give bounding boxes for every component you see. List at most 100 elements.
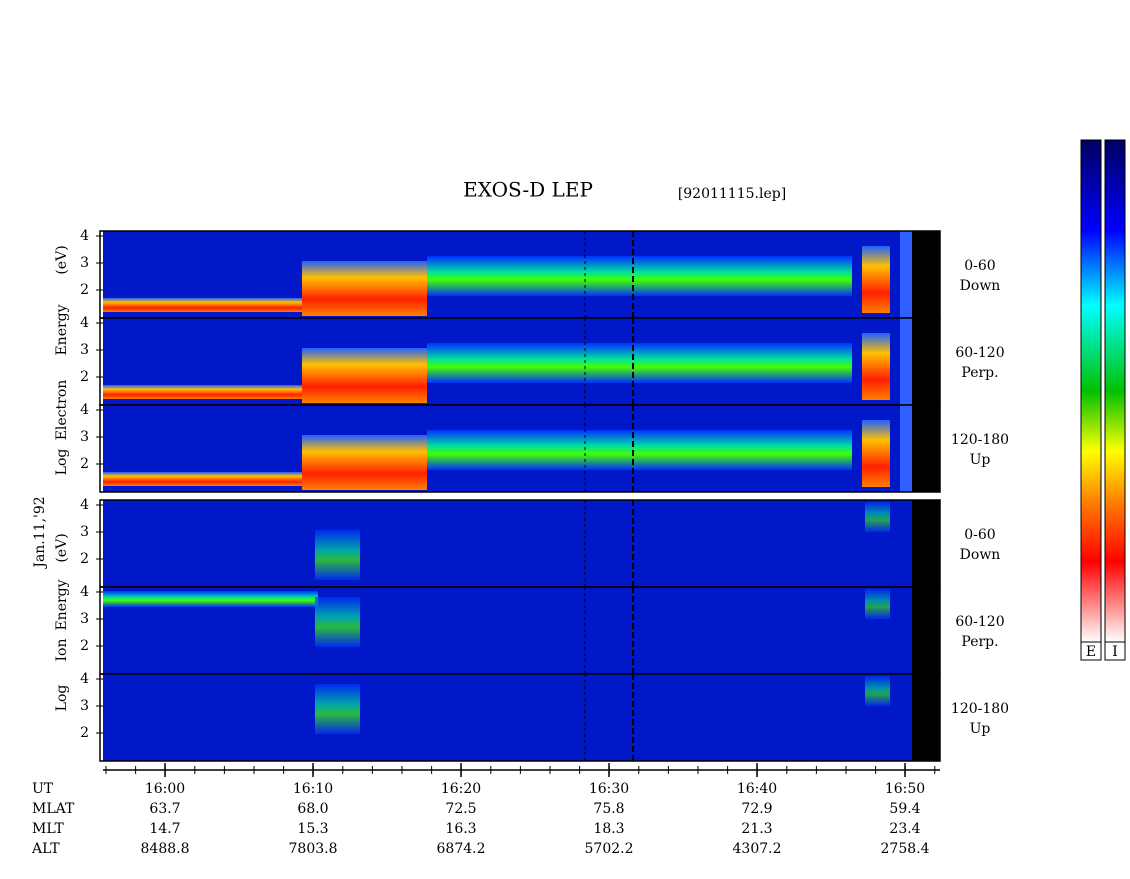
auroral-burst (862, 420, 890, 487)
colorbar-label: I (1112, 644, 1118, 660)
axis-label-word: (eV) (54, 533, 70, 562)
y-tick-label: 3 (80, 524, 89, 540)
panel-angle: 0-60 (964, 527, 995, 543)
axis-label-word: Log (54, 449, 70, 476)
panel-frame (99, 673, 941, 762)
y-tick-label: 4 (80, 315, 89, 331)
ephemeris-value: 7803.8 (289, 841, 338, 857)
y-tick-label: 4 (80, 402, 89, 418)
ephemeris-value: 4307.2 (733, 841, 782, 857)
panel-direction: Down (960, 547, 1001, 563)
ephemeris-value: 6874.2 (437, 841, 486, 857)
ephemeris-value: 8488.8 (141, 841, 190, 857)
heated-region (302, 261, 427, 316)
no-data-region (912, 500, 940, 587)
y-tick-label: 4 (80, 228, 89, 244)
ephemeris-value: 72.9 (741, 801, 772, 817)
colorbar (1080, 139, 1102, 643)
date: Jan.11,'92 (32, 496, 48, 569)
y-tick-label: 3 (80, 698, 89, 714)
plasma-band (427, 256, 852, 296)
y-tick-label: 3 (80, 611, 89, 627)
no-data-region (912, 674, 940, 761)
panel-direction: Perp. (961, 365, 998, 381)
panel-direction: Up (970, 452, 991, 468)
file-name: [92011115.lep] (678, 186, 786, 202)
ephemeris-value: 21.3 (741, 821, 772, 837)
edge-band (900, 231, 912, 318)
heated-region (302, 348, 427, 403)
y-tick-label: 2 (80, 638, 89, 654)
panel-angle: 120-180 (951, 701, 1009, 717)
ephemeris-value: 16.3 (445, 821, 476, 837)
panel-direction: Perp. (961, 634, 998, 650)
y-tick-label: 3 (80, 342, 89, 358)
ephemeris-value: 15.3 (297, 821, 328, 837)
panel-direction: Down (960, 278, 1001, 294)
ephemeris-value: 5702.2 (585, 841, 634, 857)
colorbar-label-box (1104, 641, 1126, 661)
ephemeris-value: 16:40 (737, 781, 777, 797)
edge-band (865, 589, 890, 619)
y-tick-label: 4 (80, 497, 89, 513)
edge-band (900, 405, 912, 492)
y-tick-label: 4 (80, 584, 89, 600)
axis-label-word: (eV) (54, 245, 70, 274)
axis-label-word: Electron (54, 380, 70, 441)
colorbar-label-box (1080, 641, 1102, 661)
panel-angle: 120-180 (951, 432, 1009, 448)
auroral-burst (862, 246, 890, 313)
edge-band (900, 318, 912, 405)
ephemeris-value: 16:00 (145, 781, 185, 797)
panel-angle: 60-120 (955, 614, 1004, 630)
auroral-burst (862, 333, 890, 400)
panel-angle: 0-60 (964, 258, 995, 274)
low-energy-band (103, 298, 303, 312)
no-data-region (912, 231, 940, 318)
ephemeris-value: 16:20 (441, 781, 481, 797)
ion-dispersion (315, 684, 360, 734)
panel-frame (99, 404, 941, 493)
ephemeris-label: MLAT (32, 801, 75, 817)
ephemeris-label: MLT (32, 821, 64, 837)
heated-region (302, 435, 427, 490)
ephemeris-label: ALT (31, 841, 60, 857)
ephemeris-value: 16:10 (293, 781, 333, 797)
ephemeris-value: 59.4 (889, 801, 920, 817)
ephemeris-value: 16:50 (885, 781, 925, 797)
colorbar (1104, 139, 1126, 643)
y-tick-label: 2 (80, 282, 89, 298)
ephemeris-value: 75.8 (593, 801, 624, 817)
low-energy-band (103, 472, 303, 486)
y-tick-label: 4 (80, 671, 89, 687)
low-energy-band (103, 385, 303, 399)
ephemeris-value: 68.0 (297, 801, 328, 817)
y-tick-label: 2 (80, 551, 89, 567)
y-tick-label: 3 (80, 429, 89, 445)
ephemeris-value: 72.5 (445, 801, 476, 817)
ephemeris-value: 16:30 (589, 781, 629, 797)
y-tick-label: 2 (80, 369, 89, 385)
no-data-region (912, 405, 940, 492)
ephemeris-value: 2758.4 (881, 841, 930, 857)
ephemeris-value: 63.7 (149, 801, 180, 817)
plasma-band (427, 343, 852, 383)
axis-label-word: Energy (54, 304, 70, 355)
no-data-region (912, 587, 940, 674)
ephemeris-label: UT (32, 781, 54, 797)
colorbar-label: E (1086, 644, 1096, 660)
panel-direction: Up (970, 721, 991, 737)
edge-band (865, 676, 890, 706)
edge-band (865, 502, 890, 532)
title: EXOS-D LEP (463, 178, 593, 202)
ephemeris-value: 14.7 (149, 821, 180, 837)
spectrogram-bg (103, 500, 940, 587)
ephemeris-value: 18.3 (593, 821, 624, 837)
plasma-band (427, 430, 852, 470)
y-tick-label: 2 (80, 725, 89, 741)
no-data-region (912, 318, 940, 405)
ephemeris-value: 23.4 (889, 821, 920, 837)
spectrogram-bg (103, 674, 940, 761)
ion-dispersion (315, 597, 360, 647)
